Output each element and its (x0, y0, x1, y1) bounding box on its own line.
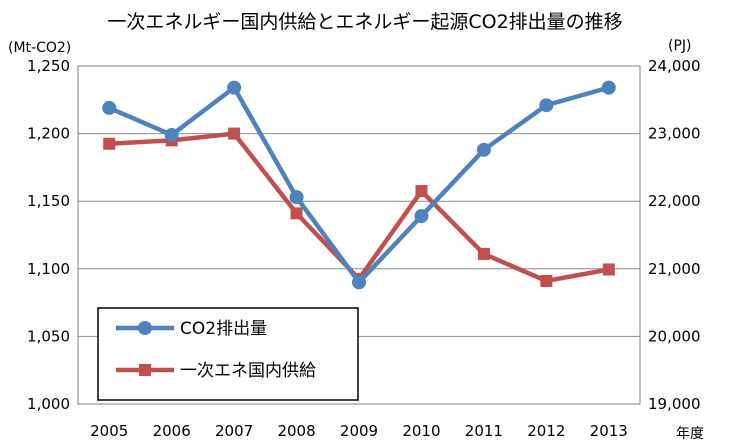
legend-box (97, 307, 359, 401)
x-axis-tick-label: 2006 (153, 422, 191, 440)
data-point-square (415, 185, 428, 198)
legend-label: CO2排出量 (180, 319, 267, 339)
data-point-circle (289, 190, 304, 205)
x-axis-tick-label: 2010 (402, 422, 440, 440)
x-axis-tick-label: 2008 (277, 422, 315, 440)
left-axis-tick-label: 1,100 (27, 260, 70, 278)
right-axis-unit: (PJ) (668, 38, 692, 54)
x-axis-ticks: 2005 2006 2007 2008 2009 2010 2011 2012 2013 (90, 422, 628, 440)
data-point-circle (414, 209, 429, 224)
left-axis-tick-label: 1,200 (27, 125, 70, 143)
series-line (108, 85, 610, 285)
x-axis-tick-label: 2012 (527, 422, 565, 440)
data-point-circle (352, 275, 366, 290)
legend-marker-circle (138, 321, 152, 335)
data-point-square (540, 274, 553, 287)
right-axis-tick-label: 21,000 (648, 260, 701, 278)
legend-marker-square (139, 364, 151, 376)
plot-area (77, 65, 641, 405)
data-point-circle (601, 80, 616, 95)
x-axis-tick-label: 2009 (340, 422, 378, 440)
data-point-square (477, 247, 490, 260)
series-layer (102, 80, 616, 290)
legend-label: 一次エネ国内供給 (180, 361, 316, 381)
right-axis-tick-label: 22,000 (648, 192, 701, 210)
series-left (102, 80, 616, 290)
x-axis-label: 年度 (676, 426, 704, 442)
left-axis-tick-label: 1,250 (27, 57, 70, 75)
right-axis-tick-label: 19,000 (648, 395, 701, 413)
data-point-square (228, 127, 241, 140)
series-line (109, 131, 610, 284)
x-axis-tick-label: 2005 (90, 422, 128, 440)
left-axis-ticks: 1,000 1,050 1,100 1,150 1,200 1,250 (27, 57, 70, 413)
right-axis-tick-label: 23,000 (648, 125, 701, 143)
left-axis-unit: (Mt-CO2) (8, 40, 71, 56)
x-axis-tick-label: 2013 (590, 422, 628, 440)
x-axis-tick-label: 2007 (215, 422, 253, 440)
x-axis-tick-label: 2011 (465, 422, 503, 440)
data-point-circle (102, 100, 117, 115)
data-point-circle (539, 98, 554, 113)
data-point-square (103, 137, 116, 150)
right-axis-ticks: 19,000 20,000 21,000 22,000 23,000 24,000 (648, 57, 701, 413)
right-axis-tick-label: 24,000 (648, 57, 701, 75)
chart-title: 一次エネルギー国内供給とエネルギー起源CO2排出量の推移 (107, 11, 622, 33)
left-axis-tick-label: 1,050 (27, 327, 70, 345)
data-point-circle (164, 127, 179, 142)
left-axis-tick-label: 1,150 (27, 192, 70, 210)
right-axis-tick-label: 20,000 (648, 327, 701, 345)
data-point-circle (476, 142, 491, 157)
left-axis-tick-label: 1,000 (27, 395, 70, 413)
data-point-square (602, 263, 615, 276)
data-point-square (290, 207, 303, 220)
series-right (103, 127, 615, 287)
data-point-circle (227, 80, 242, 95)
